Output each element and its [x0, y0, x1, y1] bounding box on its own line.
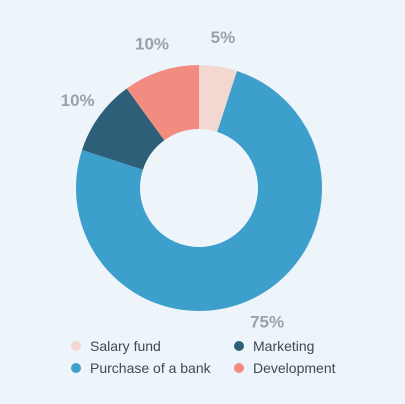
- slice-development: [126, 65, 199, 141]
- percent-label-marketing: 10%: [61, 91, 95, 110]
- donut-slices: [76, 65, 322, 311]
- percent-label-purchase-of-a-bank: 75%: [250, 313, 284, 332]
- slice-purchase-of-a-bank: [76, 71, 322, 311]
- percent-label-salary-fund: 5%: [211, 28, 236, 47]
- percent-labels: 5% 75% 10% 10%: [61, 28, 284, 332]
- legend-marker: [71, 363, 81, 373]
- slice-marketing: [82, 88, 165, 170]
- legend-item-marketing: Marketing: [234, 338, 314, 354]
- legend-item-salary-fund: Salary fund: [71, 338, 161, 354]
- legend-marker: [71, 341, 81, 351]
- legend-item-purchase-of-a-bank: Purchase of a bank: [71, 360, 212, 376]
- percent-label-development: 10%: [135, 34, 169, 53]
- legend: Salary fund Purchase of a bank Marketing De…: [71, 338, 336, 376]
- legend-marker: [234, 363, 244, 373]
- legend-item-development: Development: [234, 360, 336, 376]
- legend-label: Purchase of a bank: [90, 360, 212, 376]
- legend-label: Marketing: [253, 338, 314, 354]
- slice-salary-fund: [199, 65, 238, 132]
- legend-marker: [234, 341, 244, 351]
- legend-label: Salary fund: [90, 338, 161, 354]
- legend-label: Development: [253, 360, 336, 376]
